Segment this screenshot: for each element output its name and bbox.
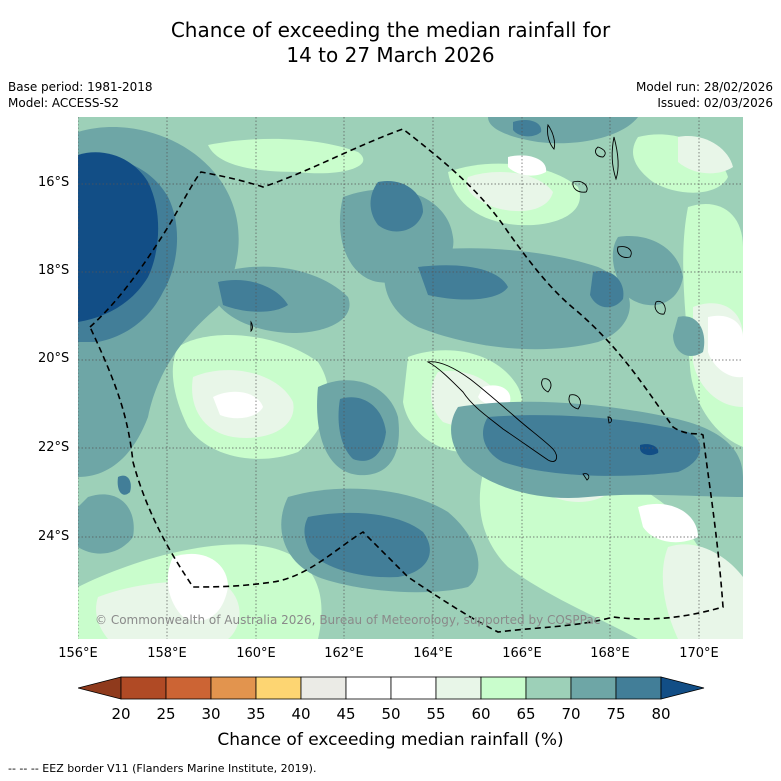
title-line-2: 14 to 27 March 2026 [286,43,495,67]
colorbar-cell [615,676,662,700]
vanuatu-island [654,300,666,315]
colorbar-tick-label: 35 [246,705,266,723]
colorbar-cell [210,676,257,700]
lat-label-22s: 22°S [38,440,70,455]
colorbar-tick-label: 55 [426,705,446,723]
colorbar-cell [435,676,482,700]
vanuatu-island [617,246,632,258]
colorbar-arrow-high [660,676,705,700]
graticule [78,117,743,639]
colorbar-arrow-low [78,676,122,700]
title-line-1: Chance of exceeding the median rainfall … [170,18,611,42]
colorbar-cell [255,676,302,700]
model-text: Model: ACCESS-S2 [8,96,120,110]
colorbar-tick-label: 25 [156,705,176,723]
band-80-plus [78,152,659,456]
lon-label-168e: 168°E [590,646,630,661]
lord-howe-island [250,320,253,333]
loyalty-island [607,416,612,424]
new-caledonia-coastline [426,361,558,462]
vanuatu-island [595,146,606,158]
colorbar-cell [480,676,527,700]
loyalty-island [568,394,581,410]
colorbar-tick-label: 80 [651,705,671,723]
lon-label-166e: 166°E [502,646,542,661]
colorbar-tick-label: 70 [561,705,581,723]
colorbar-cell [120,676,167,700]
lon-label-162e: 162°E [324,646,364,661]
isle-of-pines [582,473,590,481]
colorbar-tick-label: 75 [606,705,626,723]
lon-label-170e: 170°E [679,646,719,661]
meta-left: Base period: 1981-2018 Model: ACCESS-S2 [8,79,153,111]
loyalty-island [541,378,552,393]
colorbar-cell [345,676,392,700]
colorbar-cell [300,676,347,700]
lat-label-18s: 18°S [38,263,70,278]
meta-right: Model run: 28/02/2026 Issued: 02/03/2026 [636,79,773,111]
colorbar-tick-label: 65 [516,705,536,723]
lon-label-160e: 160°E [236,646,276,661]
colorbar-tick-label: 45 [336,705,356,723]
vanuatu-island [547,123,556,150]
colorbar-cell [570,676,617,700]
colorbar-tick-label: 50 [381,705,401,723]
lat-label-24s: 24°S [38,529,70,544]
colorbar-tick-label: 30 [201,705,221,723]
colorbar-tick-label: 20 [111,705,131,723]
colorbar-tick-label: 60 [471,705,491,723]
colorbar-cell [390,676,437,700]
colorbar-cell [165,676,212,700]
base-period-text: Base period: 1981-2018 [8,80,153,94]
coastlines [250,123,666,481]
lon-label-156e: 156°E [58,646,98,661]
vanuatu-island [572,180,588,193]
lon-label-158e: 158°E [147,646,187,661]
rainfall-map [78,117,743,639]
lat-label-20s: 20°S [38,351,70,366]
eez-border [89,128,724,633]
colorbar-cell [525,676,572,700]
colorbar-tick-label: 40 [291,705,311,723]
colorbar [78,676,705,700]
colorbar-label: Chance of exceeding median rainfall (%) [217,730,564,750]
map-title: Chance of exceeding the median rainfall … [0,18,781,68]
vanuatu-island [611,136,619,181]
eez-legend: -- -- -- EEZ border V11 (Flanders Marine… [8,762,317,775]
band-50-55 [167,155,743,621]
copyright-text: © Commonwealth of Australia 2026, Bureau… [95,613,601,627]
issued-text: Issued: 02/03/2026 [657,96,773,110]
lon-label-164e: 164°E [413,646,453,661]
lat-label-16s: 16°S [38,175,70,190]
model-run-text: Model run: 28/02/2026 [635,80,773,94]
